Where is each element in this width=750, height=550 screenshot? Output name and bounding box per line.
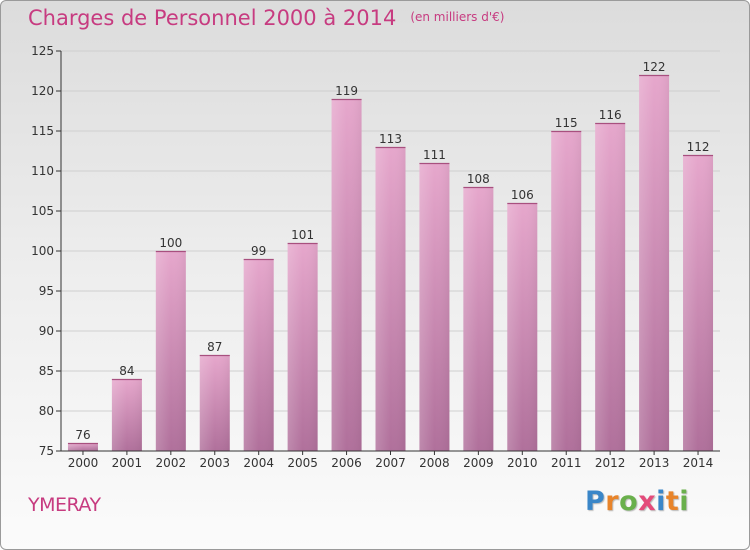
data-label: 99 <box>251 244 266 258</box>
chart-title-text: Charges de Personnel 2000 à 2014 <box>28 6 397 30</box>
logo-letter: r <box>605 486 620 517</box>
proxiti-logo[interactable]: Proxiti <box>585 486 689 517</box>
y-tick-labels: 75 80 85 90 95 100 105 110 115 120 125 <box>31 44 54 458</box>
data-label: 108 <box>467 172 490 186</box>
y-tick-label: 90 <box>39 324 54 338</box>
bar-shine <box>331 99 362 451</box>
bar-shine <box>111 379 142 451</box>
y-tick-label: 95 <box>39 284 54 298</box>
x-tick-label: 2012 <box>595 456 626 470</box>
bar-shine <box>155 251 186 451</box>
bar-shine <box>683 155 714 451</box>
x-tick-label: 2014 <box>683 456 714 470</box>
bar-shine <box>463 187 494 451</box>
data-label: 101 <box>291 228 314 242</box>
data-label: 112 <box>687 140 710 154</box>
logo-letter: x <box>638 486 657 517</box>
data-label: 106 <box>511 188 534 202</box>
axes <box>56 50 720 455</box>
bar-shine <box>67 443 98 451</box>
logo-letter: t <box>665 486 680 517</box>
x-tick-label: 2008 <box>419 456 450 470</box>
x-tick-label: 2007 <box>375 456 406 470</box>
y-tick-label: 125 <box>31 44 54 58</box>
bar-shine <box>243 259 274 451</box>
data-label: 113 <box>379 132 402 146</box>
y-tick-label: 85 <box>39 364 54 378</box>
x-tick-label: 2003 <box>199 456 230 470</box>
data-label: 119 <box>335 84 358 98</box>
x-tick-label: 2013 <box>639 456 670 470</box>
x-tick-label: 2011 <box>551 456 582 470</box>
y-tick-label: 110 <box>31 164 54 178</box>
y-tick-label: 115 <box>31 124 54 138</box>
x-tick-label: 2010 <box>507 456 538 470</box>
y-tick-label: 75 <box>39 444 54 458</box>
chart-title: Charges de Personnel 2000 à 2014 (en mill… <box>28 6 504 30</box>
data-label: 84 <box>119 364 134 378</box>
data-label: 111 <box>423 148 446 162</box>
x-tick-label: 2006 <box>331 456 362 470</box>
y-tick-label: 100 <box>31 244 54 258</box>
bar-shine <box>375 147 406 451</box>
bar-shine <box>551 131 582 451</box>
chart-subtitle: (en milliers d'€) <box>410 10 505 24</box>
y-tick-label: 105 <box>31 204 54 218</box>
x-tick-label: 2009 <box>463 456 494 470</box>
bar-shine <box>639 75 670 451</box>
bar-shine <box>595 123 626 451</box>
x-tick-label: 2005 <box>287 456 318 470</box>
bar-shine <box>507 203 538 451</box>
logo-letter: i <box>656 486 666 517</box>
bar-shine <box>419 163 450 451</box>
bar-shine <box>199 355 230 451</box>
logo-letter: i <box>679 486 690 517</box>
data-label: 115 <box>555 116 578 130</box>
data-labels: 76 84 100 87 99 101 119 113 111 108 106 115 116 122 11… <box>75 60 709 442</box>
x-tick-label: 2001 <box>112 456 143 470</box>
data-label: 76 <box>75 428 90 442</box>
data-label: 122 <box>643 60 666 74</box>
bar-shine <box>287 243 318 451</box>
x-tick-labels: 2000 2001 2002 2003 2004 2005 2006 2007 2008 2009… <box>68 456 714 470</box>
logo-letter: P <box>585 486 606 517</box>
data-label: 100 <box>159 236 182 250</box>
x-tick-label: 2004 <box>243 456 274 470</box>
logo-letter: o <box>619 486 639 517</box>
bars <box>67 74 714 451</box>
data-label: 87 <box>207 340 222 354</box>
data-label: 116 <box>599 108 622 122</box>
y-tick-label: 80 <box>39 404 54 418</box>
x-tick-label: 2000 <box>68 456 99 470</box>
y-tick-label: 120 <box>31 84 54 98</box>
commune-name: YMERAY <box>28 494 101 516</box>
x-tick-label: 2002 <box>156 456 187 470</box>
